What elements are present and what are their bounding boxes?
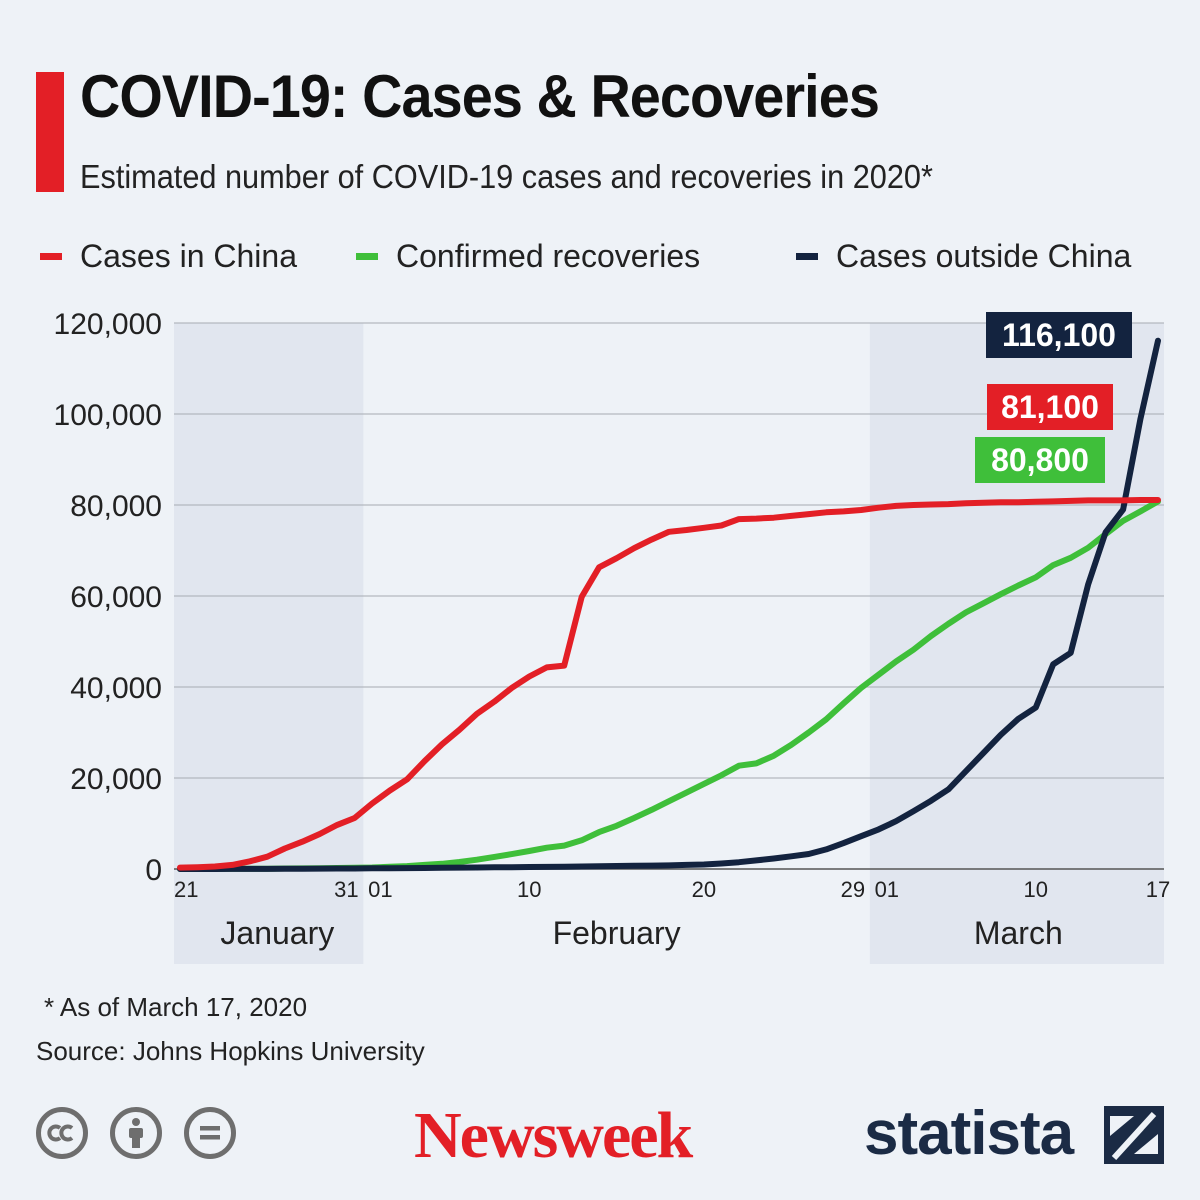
y-tick-label: 60,000 bbox=[70, 581, 162, 614]
newsweek-logo: Newsweek bbox=[414, 1099, 693, 1172]
x-tick-label: 01 bbox=[875, 877, 899, 902]
series-line bbox=[177, 497, 1161, 871]
footnote: * As of March 17, 2020 bbox=[44, 992, 308, 1022]
end-value-box bbox=[975, 437, 1105, 483]
legend-item-recoveries: Confirmed recoveries bbox=[356, 238, 700, 275]
legend-item-cases-china: Cases in China bbox=[40, 238, 297, 275]
legend-label: Cases in China bbox=[80, 238, 297, 274]
legend-label: Cases outside China bbox=[836, 238, 1132, 274]
y-tick-label: 40,000 bbox=[70, 672, 162, 705]
y-tick-label: 100,000 bbox=[54, 399, 162, 432]
y-tick-label: 80,000 bbox=[70, 490, 162, 523]
end-value-label: 81,100 bbox=[1001, 389, 1099, 425]
no-derivatives-icon bbox=[184, 1107, 236, 1159]
end-value-box bbox=[986, 312, 1132, 358]
title-accent-bar bbox=[36, 72, 64, 192]
legend-label: Confirmed recoveries bbox=[396, 238, 701, 274]
y-tick-label: 120,000 bbox=[54, 308, 162, 341]
chart-subtitle: Estimated number of COVID-19 cases and r… bbox=[80, 158, 933, 195]
x-tick-label: 21 bbox=[174, 877, 198, 902]
line-chart: 0 20,000 40,000 60,000 80,000 100,000 120,000 2… bbox=[54, 308, 1170, 964]
x-tick-label: 10 bbox=[517, 877, 541, 902]
x-tick-label: 29 bbox=[841, 877, 865, 902]
attribution-icon bbox=[110, 1107, 162, 1159]
end-value-label: 116,100 bbox=[1002, 317, 1116, 353]
chart-title: COVID-19: Cases & Recoveries bbox=[80, 63, 880, 130]
legend-item-cases-outside-china: Cases outside China bbox=[796, 238, 1131, 275]
series-line bbox=[177, 337, 1161, 872]
month-label: February bbox=[553, 915, 681, 951]
x-tick-label: 10 bbox=[1024, 877, 1048, 902]
statista-logo-text: statista bbox=[864, 1099, 1074, 1168]
x-tick-label: 31 bbox=[334, 877, 358, 902]
end-value-label: 80,800 bbox=[991, 442, 1089, 478]
creative-commons-icon bbox=[36, 1107, 88, 1159]
month-label: January bbox=[220, 915, 334, 951]
y-tick-label: 0 bbox=[145, 854, 162, 887]
x-tick-label: 17 bbox=[1146, 877, 1170, 902]
legend: Cases in China Confirmed recoveries Case… bbox=[0, 238, 1200, 282]
y-tick-label: 20,000 bbox=[70, 763, 162, 796]
month-label: March bbox=[974, 915, 1063, 951]
statista-logo-icon bbox=[1104, 1106, 1164, 1164]
legend-swatch-red bbox=[40, 253, 62, 260]
x-tick-label: 20 bbox=[692, 877, 716, 902]
legend-swatch-navy bbox=[796, 253, 818, 260]
legend-swatch-green bbox=[356, 253, 378, 260]
end-value-box bbox=[987, 384, 1113, 430]
source-note: Source: Johns Hopkins University bbox=[36, 1036, 425, 1066]
x-tick-label: 01 bbox=[368, 877, 392, 902]
